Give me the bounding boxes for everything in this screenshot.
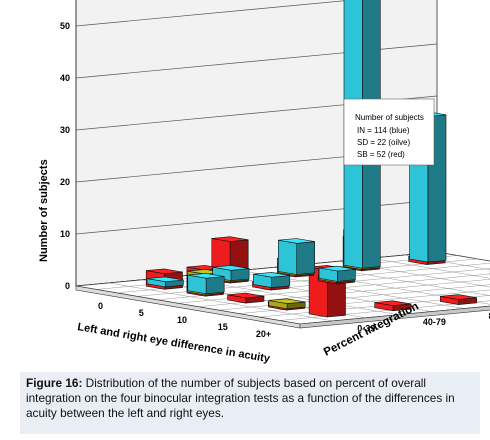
bar-in — [253, 272, 291, 288]
bar-top-face — [227, 292, 265, 299]
wall-gridline — [75, 0, 356, 27]
x-axis-title: Left and right eye difference in acuity — [77, 321, 272, 365]
bar-top-face — [212, 265, 250, 271]
caption-text: Distribution of the number of subjects b… — [26, 376, 455, 420]
bar-side-face — [271, 275, 291, 288]
bar-top-face — [268, 298, 306, 304]
legend: Number of subjects IN = 114 (blue) SD = … — [343, 98, 435, 166]
floor-gridline — [108, 282, 333, 322]
figure-caption: Figure 16: Distribution of the number of… — [20, 372, 480, 434]
x-tick-label: 5 — [139, 308, 144, 318]
bar-top-face — [278, 238, 315, 244]
bar-sd — [268, 298, 306, 310]
x-tick-label: 0 — [98, 301, 103, 311]
x-axis-ticks: 0 5 10 15 20+ — [98, 301, 271, 339]
x-tick-label: 15 — [218, 322, 228, 332]
z-tick-label: 40-79 — [423, 317, 446, 327]
bar-top-face — [319, 265, 356, 272]
bar-side-face — [296, 241, 316, 275]
y-tick-label: 30 — [60, 125, 70, 135]
bar-side-face — [205, 276, 225, 295]
bar-top-face — [374, 300, 412, 306]
bar-in — [277, 238, 316, 275]
bar-front-face — [277, 239, 298, 275]
bar-sb — [227, 292, 265, 304]
y-tick-label: 40 — [60, 73, 70, 83]
floor-edge-right — [299, 305, 490, 329]
bar-sb — [374, 300, 412, 312]
bar-side-face — [230, 268, 250, 282]
bar-in — [146, 276, 184, 288]
bar-in — [212, 265, 250, 282]
bar-in — [187, 273, 225, 295]
x-tick-label: 10 — [177, 315, 187, 325]
bar-top-face — [440, 294, 477, 300]
z-tick-label: 80-89 — [489, 311, 490, 321]
y-axis-ticks: 0102030405060 — [60, 21, 70, 291]
bar-side-face — [337, 268, 356, 282]
y-tick-label: 10 — [60, 229, 70, 239]
legend-entry-sb: SB = 52 (red) — [357, 150, 405, 159]
bar-in — [318, 265, 356, 282]
bar-top-face — [187, 273, 225, 279]
bar-top-face — [211, 236, 249, 242]
floor-gridline — [371, 257, 490, 279]
bar-sb — [439, 294, 478, 305]
caption-label: Figure 16: — [26, 376, 83, 390]
x-tick-label: 20+ — [256, 329, 271, 339]
legend-entry-sd: SD = 22 (oilve) — [357, 138, 410, 147]
bar-top-face — [146, 268, 183, 275]
y-tick-label: 20 — [60, 177, 70, 187]
legend-box — [343, 98, 435, 166]
y-tick-label: 50 — [60, 21, 70, 31]
bar-top-face — [253, 272, 290, 278]
z-tick-label: 0-39 — [357, 323, 375, 333]
legend-entry-in: IN = 114 (blue) — [357, 126, 410, 135]
legend-title: Number of subjects — [355, 113, 424, 122]
bar-top-face — [147, 276, 184, 283]
y-tick-label: 0 — [65, 281, 70, 291]
y-axis-title: Number of subjects — [38, 159, 50, 262]
